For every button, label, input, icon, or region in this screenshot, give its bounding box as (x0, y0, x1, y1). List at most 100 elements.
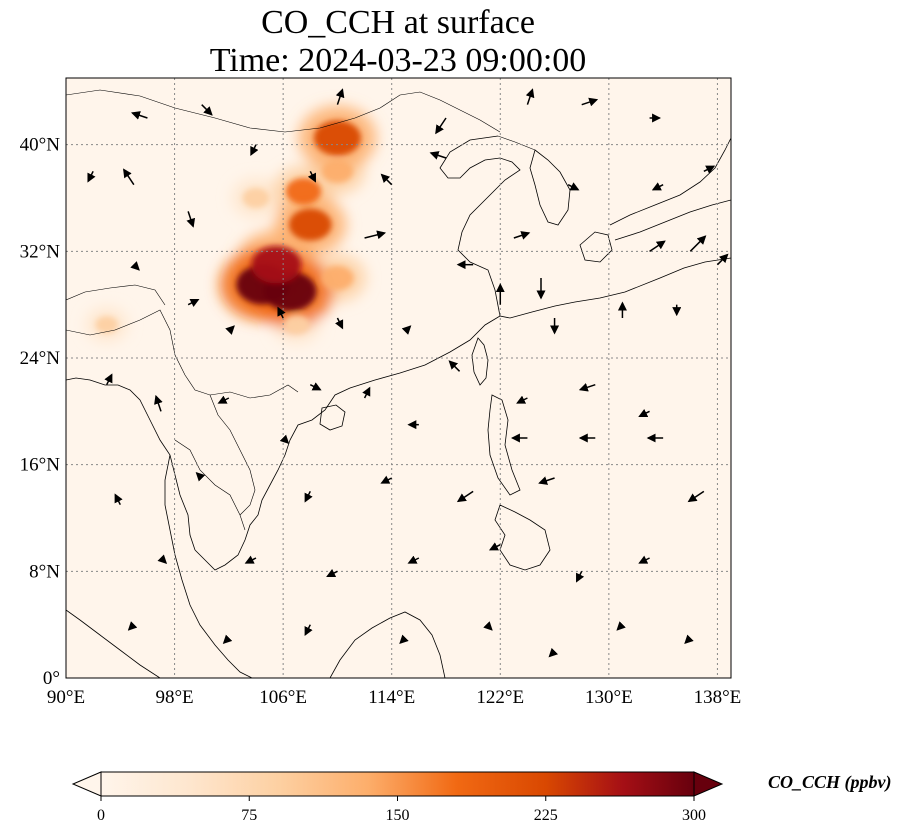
colorbar-tick-label: 0 (97, 807, 105, 824)
wind-arrow (195, 471, 206, 482)
lon-tick-label: 98°E (155, 687, 193, 708)
lat-tick-label: 32°N (20, 241, 61, 262)
co-plume-core (95, 120, 361, 335)
co-hotspot (283, 315, 310, 335)
wind-arrow (250, 144, 259, 157)
wind-arrow (703, 165, 716, 174)
map-frame (65, 77, 732, 679)
wind-arrow (130, 261, 140, 271)
wind-arrow (638, 408, 650, 418)
wind-arrow (483, 621, 493, 631)
japan-honshu-south (614, 199, 731, 241)
country-borders (66, 89, 536, 531)
wind-arrow (576, 570, 585, 583)
coastlines (66, 135, 731, 678)
lon-tick-label: 90°E (47, 687, 85, 708)
wind-arrow (567, 182, 580, 191)
wind-arrow (114, 493, 123, 506)
wind-arrow (581, 97, 599, 107)
wind-arrow (638, 555, 650, 564)
co-hotspot (251, 245, 302, 284)
latitude-tick-labels: 0° 8°N 16°N 24°N 32°N 40°N (20, 135, 61, 689)
wind-arrow (448, 360, 461, 372)
wind-arrow (538, 476, 555, 485)
colorbar-tick-label: 150 (386, 807, 410, 824)
wind-arrow (307, 170, 316, 183)
wind-arrow (154, 394, 163, 412)
map-background (66, 78, 731, 678)
co-hotspot (313, 120, 361, 156)
wind-arrow (201, 104, 213, 116)
wind-arrow (186, 211, 196, 228)
lat-tick-label: 24°N (20, 348, 61, 369)
wind-arrow (364, 230, 387, 240)
wind-arrow (616, 621, 626, 631)
wind-arrow (651, 182, 664, 191)
lon-tick-label: 122°E (476, 687, 524, 708)
wind-arrow (456, 490, 474, 503)
wind-arrow (399, 634, 409, 645)
wind-arrow (104, 373, 113, 386)
border-thailand-cambodia (174, 439, 246, 531)
co-hotspot (242, 187, 270, 209)
wind-arrow (429, 151, 447, 160)
philippine-islands (494, 504, 551, 571)
wind-arrow (87, 170, 96, 183)
wind-vectors (87, 88, 729, 658)
wind-arrow (304, 490, 313, 503)
wind-arrow (304, 624, 313, 637)
wind-arrow (127, 621, 138, 631)
wind-arrow (513, 231, 531, 240)
colorbar-tick-label: 300 (682, 807, 706, 824)
wind-arrow (123, 168, 135, 186)
border-china-india (66, 284, 166, 306)
colorbar-min-extend (71, 771, 102, 797)
co-concentration-field (85, 105, 377, 345)
wind-arrow (380, 173, 393, 186)
co-hotspot (321, 159, 354, 184)
colorbar-label: CO_CCH (ppbv) (768, 772, 892, 793)
wind-arrow (326, 568, 338, 578)
wind-arrow (362, 386, 371, 399)
malay-peninsula-coast (164, 454, 253, 678)
wind-arrow (187, 298, 200, 308)
colorbar-tick-label: 75 (241, 807, 257, 824)
co-hotspot (285, 178, 322, 205)
lat-tick-label: 8°N (29, 561, 60, 582)
wind-arrow (687, 490, 705, 503)
luzon-island (487, 394, 521, 496)
sumatra-coast (66, 609, 161, 678)
wind-arrow (157, 554, 168, 565)
map-title: CO_CCH at surface (261, 4, 535, 41)
japan-kyushu-shikoku (579, 231, 613, 263)
border-laos-vietnam (209, 394, 256, 516)
wind-arrow (689, 235, 707, 252)
wind-arrow (131, 111, 148, 120)
china-coastline (439, 135, 731, 319)
wind-arrow (244, 555, 257, 564)
lon-tick-label: 106°E (259, 687, 307, 708)
wind-arrow (401, 325, 412, 335)
colorbar: 0 75 150 225 300 CO_CCH (ppbv) (71, 771, 892, 824)
wind-arrow (516, 395, 528, 404)
lon-tick-label: 138°E (694, 687, 742, 708)
wind-arrow (716, 253, 729, 266)
lat-tick-label: 40°N (20, 135, 61, 156)
wind-arrow (217, 395, 230, 404)
wind-arrow (277, 306, 286, 319)
japan-honshu (609, 137, 731, 226)
indochina-coast (66, 377, 196, 551)
wind-arrow (525, 88, 535, 105)
border-china-mongolia (66, 89, 501, 133)
wind-arrow (225, 325, 235, 335)
lat-tick-label: 0° (43, 668, 60, 689)
colorbar-tick-label: 225 (534, 807, 558, 824)
wind-arrow (684, 634, 694, 645)
wind-arrow (548, 647, 559, 658)
wind-arrow (222, 634, 233, 645)
colorbar-ticks: 0 75 150 225 300 (97, 796, 706, 824)
longitude-tick-labels: 90°E 98°E 106°E 114°E 122°E 130°E 138°E (47, 687, 741, 708)
lon-tick-label: 130°E (585, 687, 633, 708)
wind-arrow (435, 117, 447, 135)
